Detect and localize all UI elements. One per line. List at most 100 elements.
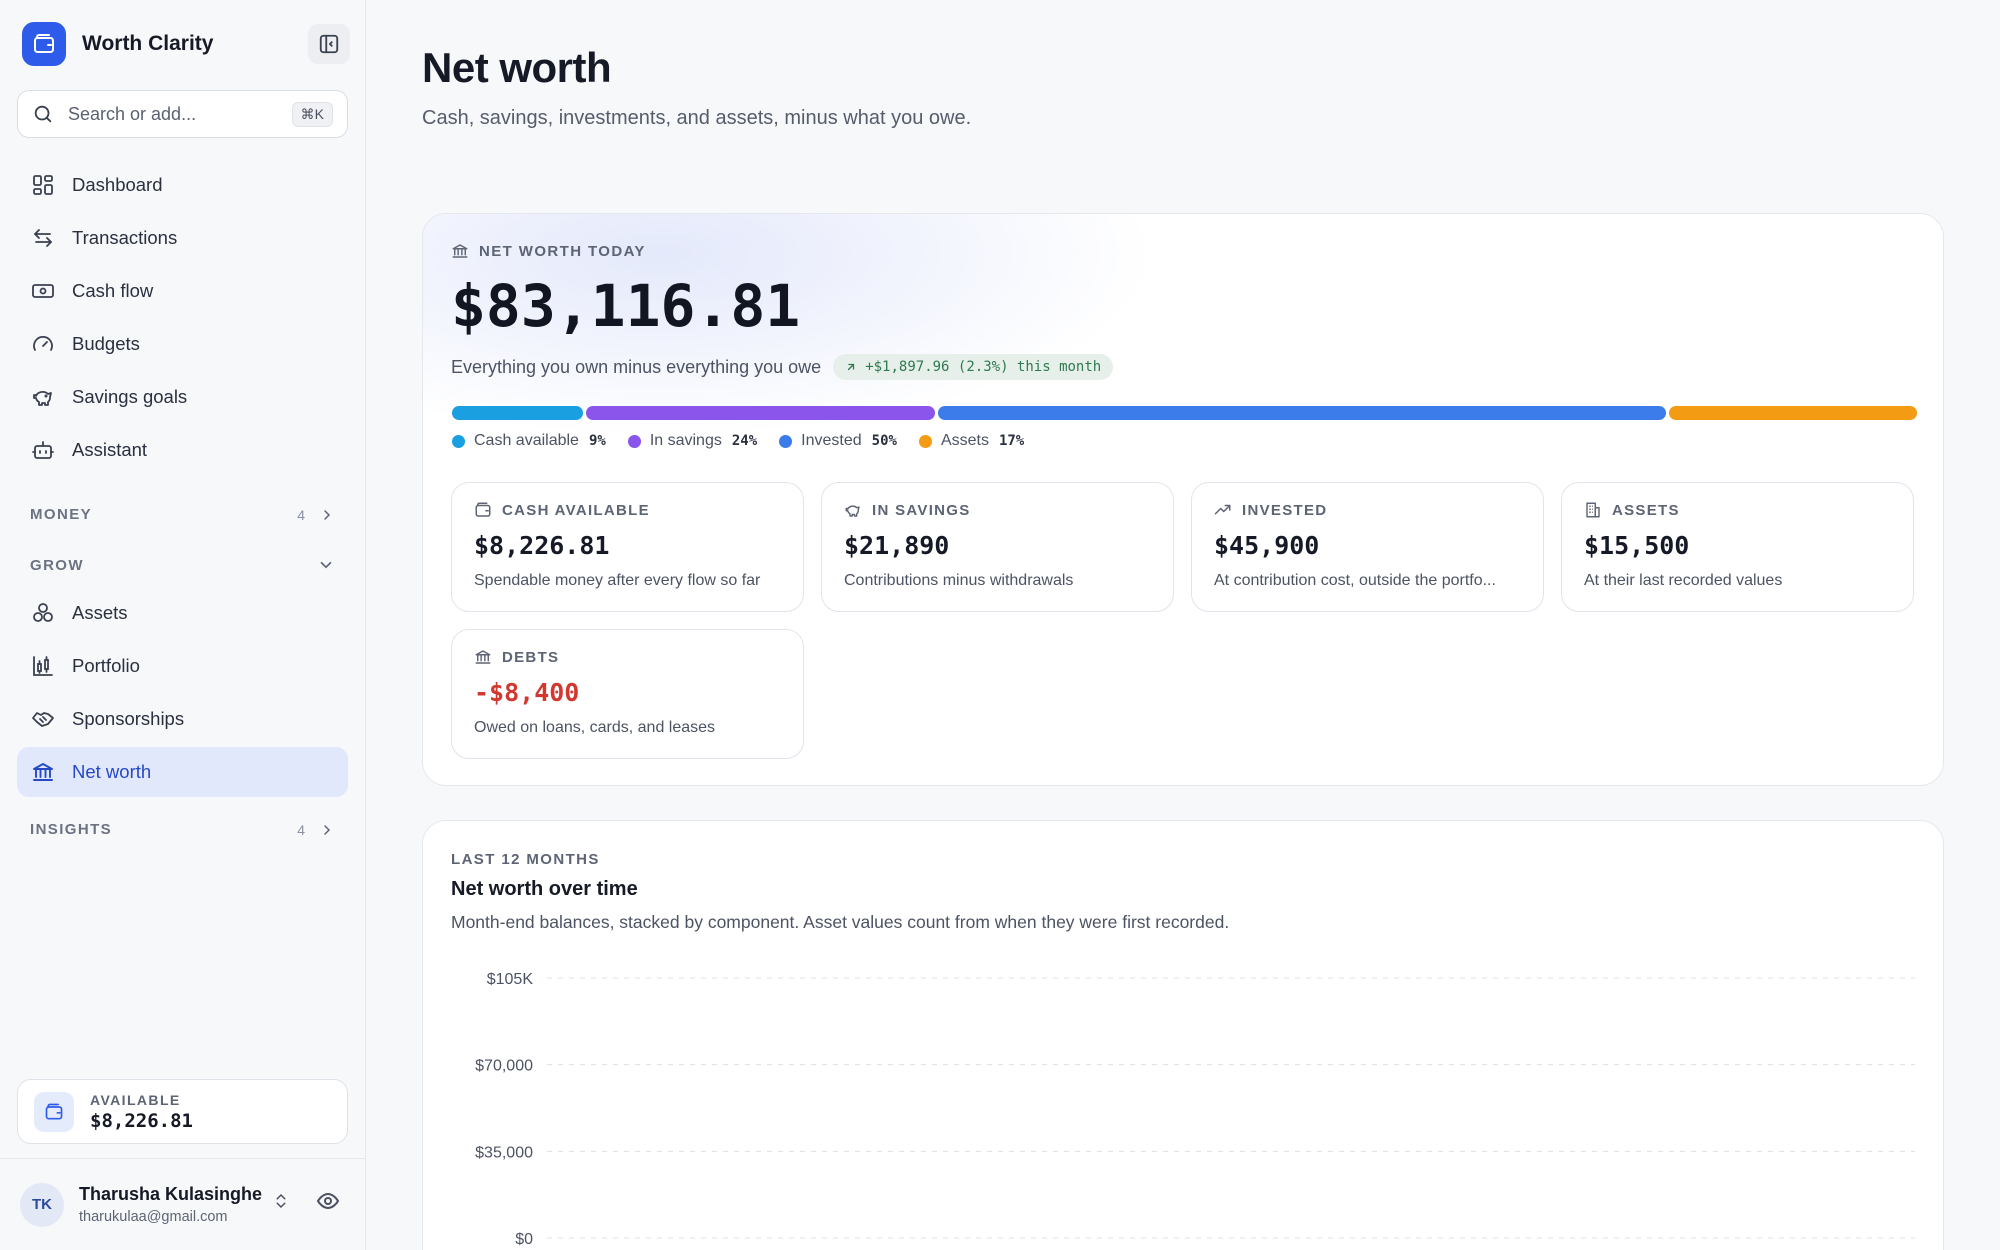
- sidebar-item-label: Assets: [72, 602, 128, 623]
- stat-label: ASSETS: [1612, 501, 1680, 519]
- transactions-icon: [30, 225, 56, 251]
- search-shortcut: ⌘K: [291, 101, 333, 127]
- sidebar-item-transactions[interactable]: Transactions: [17, 213, 348, 263]
- panel-left-icon: [319, 34, 339, 54]
- arrow-up-right-icon: [848, 363, 855, 371]
- stat-note: Owed on loans, cards, and leases: [474, 719, 716, 736]
- sidebar-item-savings-goals[interactable]: Savings goals: [17, 372, 348, 422]
- stat-label: IN SAVINGS: [872, 501, 971, 519]
- stat-label: DEBTS: [502, 648, 560, 666]
- legend-dot: [918, 434, 932, 448]
- sidebar-item-label: Cash flow: [72, 280, 154, 301]
- legend-item: Cash available 9%: [452, 432, 606, 450]
- section-insights[interactable]: INSIGHTS 4: [30, 821, 335, 838]
- wallet-logo-icon: [22, 22, 66, 66]
- allocation-segment: [938, 406, 1667, 420]
- search-input[interactable]: Search or add... ⌘K: [17, 90, 348, 138]
- stat-card-debts[interactable]: DEBTS -$8,400 Owed on loans, cards, and …: [451, 629, 804, 759]
- page-subtitle: Cash, savings, investments, and assets, …: [422, 107, 972, 129]
- stat-value: $8,226.81: [474, 531, 610, 560]
- legend-percent: 17%: [998, 433, 1025, 449]
- stat-note: At their last recorded values: [1584, 572, 1783, 589]
- brand[interactable]: Worth Clarity: [22, 22, 213, 66]
- net-worth-description: Everything you own minus everything you …: [451, 354, 1114, 380]
- stat-note: At contribution cost, outside the portfo…: [1214, 572, 1496, 589]
- sidebar-item-dashboard[interactable]: Dashboard: [17, 160, 348, 210]
- legend-dot: [627, 434, 641, 448]
- sidebar-item-label: Savings goals: [72, 386, 188, 407]
- net-worth-summary-card: NET WORTH TODAY $83,116.81 Everything yo…: [422, 213, 1944, 786]
- sidebar-item-budgets[interactable]: Budgets: [17, 319, 348, 369]
- handshake-icon: [30, 706, 56, 732]
- piggy-bank-icon: [30, 384, 56, 410]
- net-worth-value: $83,116.81: [451, 272, 801, 340]
- sidebar-item-label: Budgets: [72, 333, 140, 354]
- user-profile[interactable]: TK Tharusha Kulasinghe tharukulaa@gmail.…: [0, 1158, 366, 1250]
- y-tick-label: $35,000: [475, 1144, 533, 1161]
- sidebar-item-label: Dashboard: [72, 174, 163, 195]
- collapse-sidebar-button[interactable]: [308, 24, 350, 64]
- sidebar-item-sponsorships[interactable]: Sponsorships: [17, 694, 348, 744]
- sidebar-item-portfolio[interactable]: Portfolio: [17, 641, 348, 691]
- sidebar-item-net-worth[interactable]: Net worth: [17, 747, 348, 797]
- available-value: $8,226.81: [90, 1109, 193, 1132]
- chevron-right-icon: [324, 509, 331, 520]
- allocation-legend: Cash available 9% In savings 24% Invested 50%…: [452, 432, 1046, 450]
- sidebar-item-label: Transactions: [72, 227, 178, 248]
- avatar: TK: [20, 1182, 64, 1227]
- legend-label: Cash available: [474, 432, 579, 449]
- monthly-change-badge: +$1,897.96 (2.3%) this month: [833, 354, 1114, 380]
- legend-percent: 24%: [731, 433, 758, 449]
- sidebar-item-label: Net worth: [72, 761, 152, 782]
- allocation-segment: [586, 406, 936, 420]
- y-tick-label: $105K: [487, 971, 534, 988]
- search-placeholder: Search or add...: [68, 103, 197, 124]
- sidebar-item-cash-flow[interactable]: Cash flow: [17, 266, 348, 316]
- available-balance-card[interactable]: AVAILABLE $8,226.81: [17, 1079, 348, 1144]
- sidebar-item-label: Sponsorships: [72, 708, 185, 729]
- section-money[interactable]: MONEY 4: [30, 506, 335, 523]
- wallet-icon: [474, 501, 492, 519]
- allocation-segment: [1669, 406, 1917, 420]
- chart-title: Net worth over time: [451, 878, 638, 900]
- chevrons-up-down-icon[interactable]: [272, 1190, 290, 1212]
- sidebar-item-assistant[interactable]: Assistant: [17, 425, 348, 475]
- bank-icon: [30, 759, 56, 785]
- section-label: GROW: [30, 556, 84, 574]
- stat-card-invested[interactable]: INVESTED $45,900 At contribution cost, o…: [1191, 482, 1544, 612]
- robot-icon: [30, 437, 56, 463]
- sidebar: Worth Clarity Search or add... ⌘K Dashbo…: [0, 0, 366, 1250]
- building-icon: [1584, 501, 1602, 519]
- page-title: Net worth: [422, 44, 612, 91]
- available-label: AVAILABLE: [90, 1091, 181, 1108]
- stat-value: -$8,400: [474, 678, 580, 707]
- legend-label: In savings: [649, 432, 722, 449]
- sidebar-item-assets[interactable]: Assets: [17, 588, 348, 638]
- eye-icon[interactable]: [316, 1189, 340, 1213]
- bank-icon: [451, 242, 469, 260]
- stat-note: Contributions minus withdrawals: [844, 572, 1074, 589]
- legend-item: In savings 24%: [627, 432, 758, 450]
- stat-note: Spendable money after every flow so far: [474, 572, 761, 589]
- search-icon: [34, 105, 52, 123]
- bank-icon: [474, 648, 492, 666]
- stat-label: CASH AVAILABLE: [502, 501, 650, 519]
- stat-value: $45,900: [1214, 531, 1320, 560]
- user-name: Tharusha Kulasinghe: [79, 1184, 263, 1204]
- section-count: 4: [297, 821, 305, 838]
- stat-card-cash-available[interactable]: CASH AVAILABLE $8,226.81 Spendable money…: [451, 482, 804, 612]
- section-count: 4: [297, 506, 305, 523]
- chart-eyebrow: LAST 12 MONTHS: [451, 851, 600, 868]
- dashboard-icon: [30, 172, 56, 198]
- user-email: tharukulaa@gmail.com: [79, 1209, 228, 1225]
- net-worth-chart: $105K $70,000 $35,000 $0: [475, 971, 1915, 1248]
- legend-label: Invested: [801, 432, 862, 449]
- chevron-down-icon: [320, 561, 332, 569]
- chart-subtitle: Month-end balances, stacked by component…: [451, 912, 1230, 932]
- allocation-bar: [452, 406, 1917, 420]
- section-grow[interactable]: GROW: [30, 556, 335, 574]
- legend-percent: 9%: [588, 433, 606, 449]
- stat-card-in-savings[interactable]: IN SAVINGS $21,890 Contributions minus w…: [821, 482, 1174, 612]
- stat-card-assets[interactable]: ASSETS $15,500 At their last recorded va…: [1561, 482, 1914, 612]
- legend-label: Assets: [940, 432, 989, 449]
